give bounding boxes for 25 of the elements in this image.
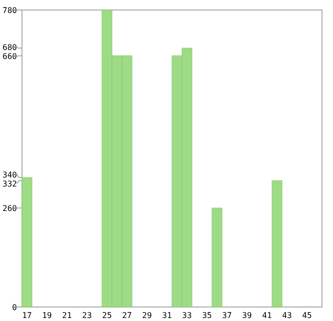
y-tick-label: 332: [2, 179, 18, 188]
y-tick-label: 0: [12, 302, 18, 312]
y-tick-label: 260: [2, 204, 18, 213]
x-tick-label: 37: [222, 311, 232, 320]
bar: [212, 208, 222, 308]
bar: [22, 177, 32, 308]
x-tick-label: 29: [142, 311, 152, 320]
x-tick-label: 21: [62, 311, 72, 320]
x-tick-label: 17: [22, 311, 32, 320]
x-tick-label: 39: [242, 311, 252, 320]
y-tick-label: 340: [2, 170, 18, 180]
x-tick-label: 41: [262, 311, 272, 320]
y-tick-label: 780: [2, 6, 18, 15]
x-tick-label: 23: [82, 311, 92, 320]
y-tick-label: 660: [2, 52, 18, 62]
x-tick-label: 27: [122, 311, 132, 320]
bar: [272, 180, 282, 308]
y-tick-label: 680: [2, 43, 18, 52]
x-tick-label: 31: [162, 311, 172, 320]
x-tick-label: 43: [282, 311, 292, 320]
x-tick-label: 35: [202, 311, 212, 320]
x-tick-label: 33: [182, 311, 192, 320]
x-tick-label: 19: [42, 311, 52, 320]
x-tick-label: 45: [302, 311, 312, 320]
x-tick-label: 25: [102, 311, 112, 320]
